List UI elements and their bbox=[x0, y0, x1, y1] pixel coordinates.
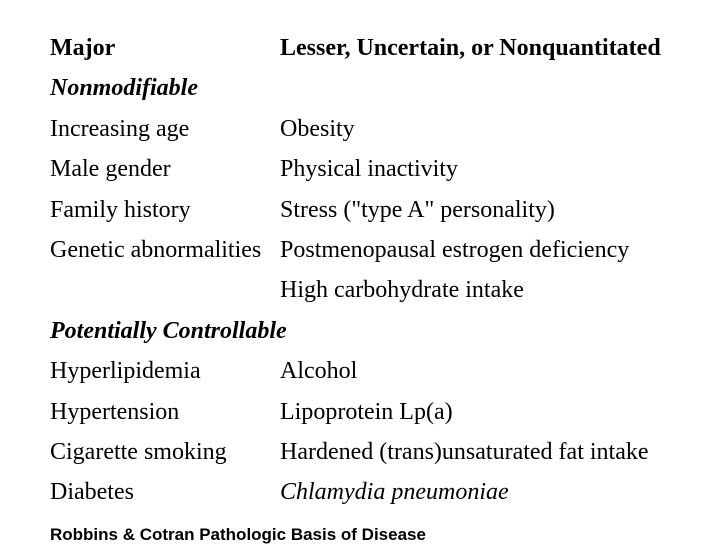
section2-title-row: Potentially Controllable bbox=[50, 311, 680, 351]
cell-c1: Diabetes bbox=[50, 472, 280, 512]
header-lesser: Lesser, Uncertain, or Nonquantitated bbox=[280, 28, 680, 68]
cell-c1: Hyperlipidemia bbox=[50, 351, 280, 391]
risk-factors-table: Major Lesser, Uncertain, or Nonquantitat… bbox=[50, 28, 680, 513]
cell-c1: Increasing age bbox=[50, 109, 280, 149]
cell-c2: Postmenopausal estrogen deficiency bbox=[280, 230, 680, 270]
table-row: Family history Stress ("type A" personal… bbox=[50, 190, 680, 230]
cell-c2: Hardened (trans)unsaturated fat intake bbox=[280, 432, 680, 472]
cell-c1 bbox=[50, 270, 280, 310]
table-row: Increasing age Obesity bbox=[50, 109, 680, 149]
cell-c1: Cigarette smoking bbox=[50, 432, 280, 472]
table-row: Male gender Physical inactivity bbox=[50, 149, 680, 189]
section1-title-row: Nonmodifiable bbox=[50, 68, 680, 108]
cell-c1: Male gender bbox=[50, 149, 280, 189]
section1-title: Nonmodifiable bbox=[50, 68, 680, 108]
cell-c1: Genetic abnormalities bbox=[50, 230, 280, 270]
header-row: Major Lesser, Uncertain, or Nonquantitat… bbox=[50, 28, 680, 68]
cell-c2: Stress ("type A" personality) bbox=[280, 190, 680, 230]
table-row: Diabetes Chlamydia pneumoniae bbox=[50, 472, 680, 512]
cell-c2: Obesity bbox=[280, 109, 680, 149]
cell-c1: Family history bbox=[50, 190, 280, 230]
table-row: Hyperlipidemia Alcohol bbox=[50, 351, 680, 391]
table-row: Cigarette smoking Hardened (trans)unsatu… bbox=[50, 432, 680, 472]
table-row: Hypertension Lipoprotein Lp(a) bbox=[50, 392, 680, 432]
cell-c2: High carbohydrate intake bbox=[280, 270, 680, 310]
header-major: Major bbox=[50, 28, 280, 68]
source-citation: Robbins & Cotran Pathologic Basis of Dis… bbox=[50, 525, 680, 545]
cell-c2: Chlamydia pneumoniae bbox=[280, 472, 680, 512]
cell-c2: Lipoprotein Lp(a) bbox=[280, 392, 680, 432]
table-row: Genetic abnormalities Postmenopausal est… bbox=[50, 230, 680, 270]
cell-c2: Physical inactivity bbox=[280, 149, 680, 189]
cell-c1: Hypertension bbox=[50, 392, 280, 432]
cell-c2: Alcohol bbox=[280, 351, 680, 391]
table-row: High carbohydrate intake bbox=[50, 270, 680, 310]
section2-title: Potentially Controllable bbox=[50, 311, 680, 351]
